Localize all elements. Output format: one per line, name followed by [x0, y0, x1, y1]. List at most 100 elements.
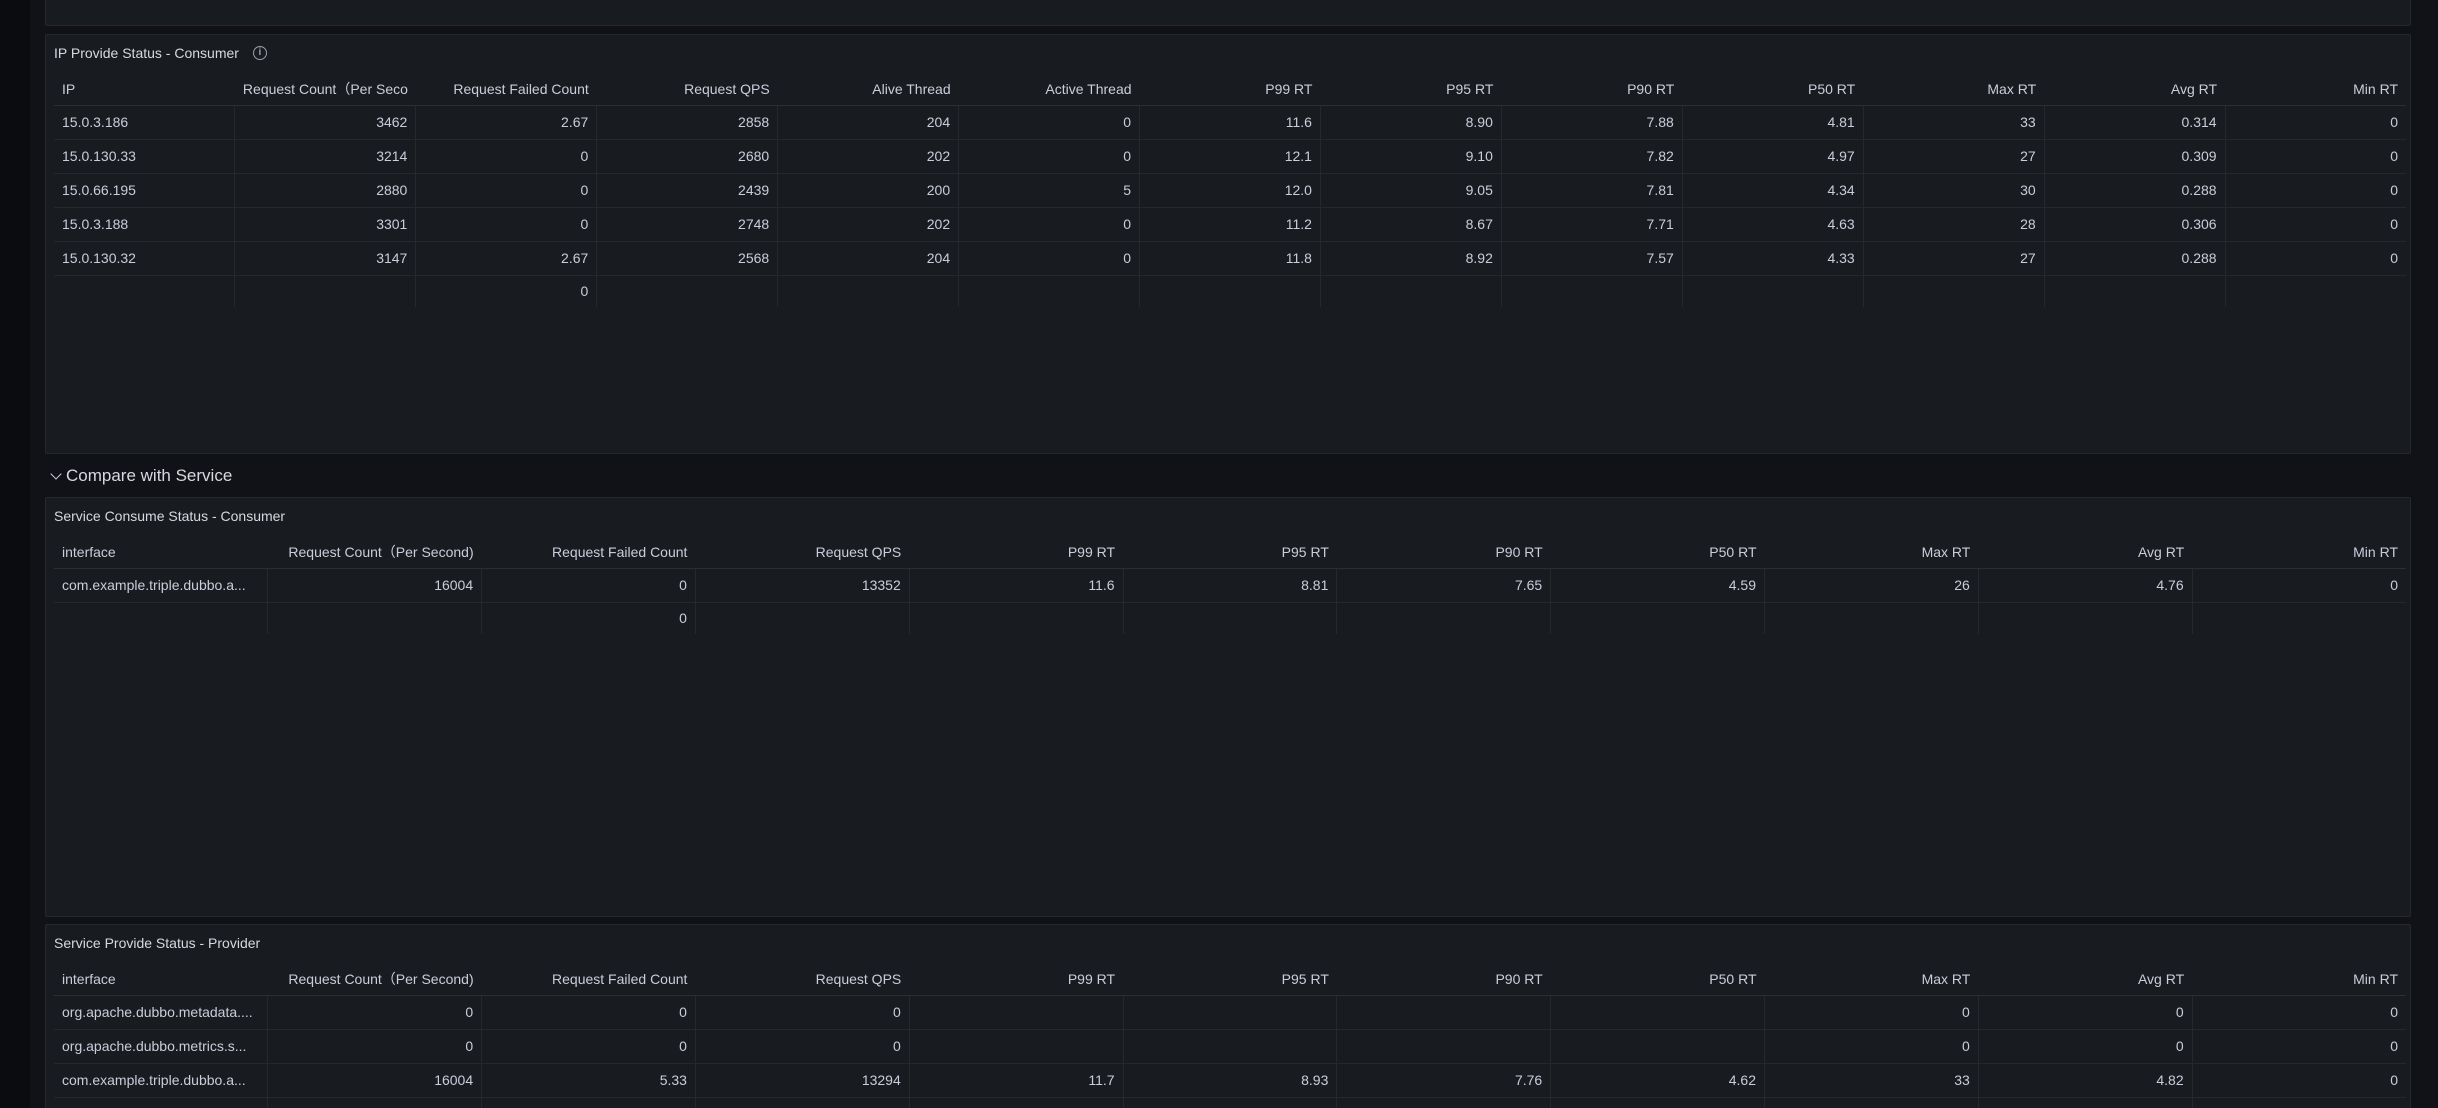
- table-cell-alive-thread: [777, 275, 960, 307]
- info-icon[interactable]: i: [252, 46, 267, 60]
- column-header-active-thread[interactable]: Active Thread: [958, 73, 1140, 106]
- table-row: 15.0.3.186 3462 2.67 2858 204 0 11.6 8.90 7.88 4.…: [54, 105, 2406, 140]
- table-cell-max-rt: 26: [1764, 568, 1979, 603]
- table-cell-p99-rt: [1139, 275, 1321, 307]
- table-row: 15.0.130.33 3214 0 2680 202 0 12.1 9.10 7.82 4.97…: [54, 139, 2406, 174]
- column-header-avg-rt[interactable]: Avg RT: [2044, 73, 2226, 106]
- table-cell-request-count-per-second: 16004: [267, 1063, 483, 1098]
- table-row: org.apache.dubbo.metadata.... 0 0 0 0 0 0: [54, 995, 2406, 1030]
- column-header-request-failed-count[interactable]: Request Failed Count: [481, 963, 696, 996]
- table-cell-p95-rt: 9.05: [1320, 173, 1502, 208]
- table-cell-p99-rt: [909, 1097, 1124, 1108]
- table-cell-p95-rt: [1123, 1097, 1338, 1108]
- column-header-p95-rt[interactable]: P95 RT: [1123, 536, 1337, 569]
- table-cell-request-count-per-seco: [234, 275, 417, 307]
- table-cell-p50-rt: [1550, 602, 1765, 634]
- row-collapse-toggle[interactable]: Compare with Service: [50, 465, 232, 487]
- table-cell-request-count-per-second: 0: [267, 1029, 483, 1064]
- column-header-request-failed-count[interactable]: Request Failed Count: [415, 73, 597, 106]
- table-cell-max-rt: 27: [1863, 241, 2045, 276]
- table-cell-p99-rt: [909, 602, 1124, 634]
- column-header-request-failed-count[interactable]: Request Failed Count: [481, 536, 696, 569]
- table-cell-max-rt: 27: [1863, 139, 2045, 174]
- column-header-min-rt[interactable]: Min RT: [2192, 963, 2406, 996]
- column-header-max-rt[interactable]: Max RT: [1863, 73, 2045, 106]
- column-header-p99-rt[interactable]: P99 RT: [909, 963, 1124, 996]
- table-cell-request-count-per-seco: 3214: [234, 139, 417, 174]
- column-header-max-rt[interactable]: Max RT: [1764, 963, 1979, 996]
- column-header-p99-rt[interactable]: P99 RT: [909, 536, 1124, 569]
- table-cell-p95-rt: [1123, 1029, 1338, 1064]
- table-cell-request-failed-count: 0: [415, 275, 598, 307]
- column-header-request-qps[interactable]: Request QPS: [695, 963, 910, 996]
- table-cell-request-failed-count: 0: [481, 1029, 696, 1064]
- table-cell-request-qps: 2439: [596, 173, 779, 208]
- column-header-p50-rt[interactable]: P50 RT: [1550, 536, 1765, 569]
- column-header-p90-rt[interactable]: P90 RT: [1336, 536, 1551, 569]
- panel-header[interactable]: IP Provide Status - Consumer i: [54, 43, 267, 63]
- column-header-p90-rt[interactable]: P90 RT: [1501, 73, 1683, 106]
- column-header-avg-rt[interactable]: Avg RT: [1978, 963, 2193, 996]
- column-header-min-rt[interactable]: Min RT: [2192, 536, 2406, 569]
- table-cell-max-rt: [1764, 1097, 1979, 1108]
- table-cell-p90-rt: [1336, 995, 1552, 1030]
- table-cell-active-thread: 5: [958, 173, 1141, 208]
- table-cell-p50-rt: 4.97: [1682, 139, 1864, 174]
- column-header-max-rt[interactable]: Max RT: [1764, 536, 1979, 569]
- table-cell-request-failed-count: 0: [415, 173, 598, 208]
- table-cell-p50-rt: [1550, 1029, 1765, 1064]
- table-cell-request-qps: 2568: [596, 241, 779, 276]
- table-cell-interface: com.example.triple.dubbo.a...: [54, 1063, 269, 1098]
- table-cell-p99-rt: [909, 995, 1124, 1030]
- table-cell-request-count-per-second: [267, 602, 483, 634]
- column-header-p50-rt[interactable]: P50 RT: [1682, 73, 1864, 106]
- column-header-min-rt[interactable]: Min RT: [2225, 73, 2406, 106]
- table-cell-request-failed-count: 2.67: [415, 105, 598, 140]
- table-cell-request-failed-count: 0: [481, 568, 696, 603]
- table-header-row: IP Request Count（Per Seco Request Failed C…: [54, 73, 2406, 106]
- table-cell-p95-rt: [1123, 602, 1338, 634]
- column-header-p95-rt[interactable]: P95 RT: [1320, 73, 1502, 106]
- table-cell-request-failed-count: 0: [481, 602, 696, 634]
- column-header-alive-thread[interactable]: Alive Thread: [777, 73, 959, 106]
- column-header-p50-rt[interactable]: P50 RT: [1550, 963, 1765, 996]
- table-cell-p90-rt: 7.65: [1336, 568, 1552, 603]
- column-header-request-qps[interactable]: Request QPS: [596, 73, 778, 106]
- table-cell-p99-rt: 11.7: [909, 1063, 1124, 1098]
- table-row: 0: [54, 275, 2406, 307]
- column-header-p95-rt[interactable]: P95 RT: [1123, 963, 1337, 996]
- table-cell-interface: [54, 602, 269, 634]
- column-header-avg-rt[interactable]: Avg RT: [1978, 536, 2193, 569]
- service-consume-table: interface Request Count（Per Second) Reques…: [54, 536, 2406, 634]
- table-cell-p50-rt: 4.62: [1550, 1063, 1765, 1098]
- column-header-interface[interactable]: interface: [54, 963, 268, 996]
- panel-title: IP Provide Status - Consumer: [54, 45, 239, 61]
- column-header-request-count-per-second[interactable]: Request Count（Per Second): [267, 963, 482, 996]
- table-row: 0: [54, 602, 2406, 634]
- table-row: com.example.triple.dubbo.a... 16004 5.33 13…: [54, 1063, 2406, 1098]
- column-header-interface[interactable]: interface: [54, 536, 268, 569]
- table-cell-p95-rt: 8.92: [1320, 241, 1502, 276]
- table-cell-min-rt: 0: [2192, 1063, 2406, 1098]
- table-cell-p95-rt: [1123, 995, 1338, 1030]
- column-header-request-count-per-second[interactable]: Request Count（Per Second): [267, 536, 482, 569]
- table-cell-max-rt: 0: [1764, 1029, 1979, 1064]
- panel-header[interactable]: Service Consume Status - Consumer: [54, 506, 285, 526]
- table-cell-request-qps: [695, 1097, 910, 1108]
- panel-header[interactable]: Service Provide Status - Provider: [54, 933, 260, 953]
- table-cell-p90-rt: [1336, 602, 1552, 634]
- column-header-request-qps[interactable]: Request QPS: [695, 536, 910, 569]
- table-cell-alive-thread: 200: [777, 173, 960, 208]
- column-header-p90-rt[interactable]: P90 RT: [1336, 963, 1551, 996]
- ip-status-table: IP Request Count（Per Seco Request Failed C…: [54, 73, 2406, 307]
- column-header-request-count-per-seco[interactable]: Request Count（Per Seco: [234, 73, 416, 106]
- table-cell-ip: 15.0.66.195: [54, 173, 236, 208]
- column-header-ip[interactable]: IP: [54, 73, 235, 106]
- column-header-p99-rt[interactable]: P99 RT: [1139, 73, 1321, 106]
- table-cell-p95-rt: 9.10: [1320, 139, 1502, 174]
- dashboard-canvas: IP Provide Status - Consumer i IP Request…: [30, 0, 2438, 1108]
- table-cell-p90-rt: 7.71: [1501, 207, 1683, 242]
- table-cell-p99-rt: 12.1: [1139, 139, 1321, 174]
- table-row: 15.0.130.32 3147 2.67 2568 204 0 11.8 8.92 7.57 4…: [54, 241, 2406, 276]
- table-cell-p50-rt: 4.34: [1682, 173, 1864, 208]
